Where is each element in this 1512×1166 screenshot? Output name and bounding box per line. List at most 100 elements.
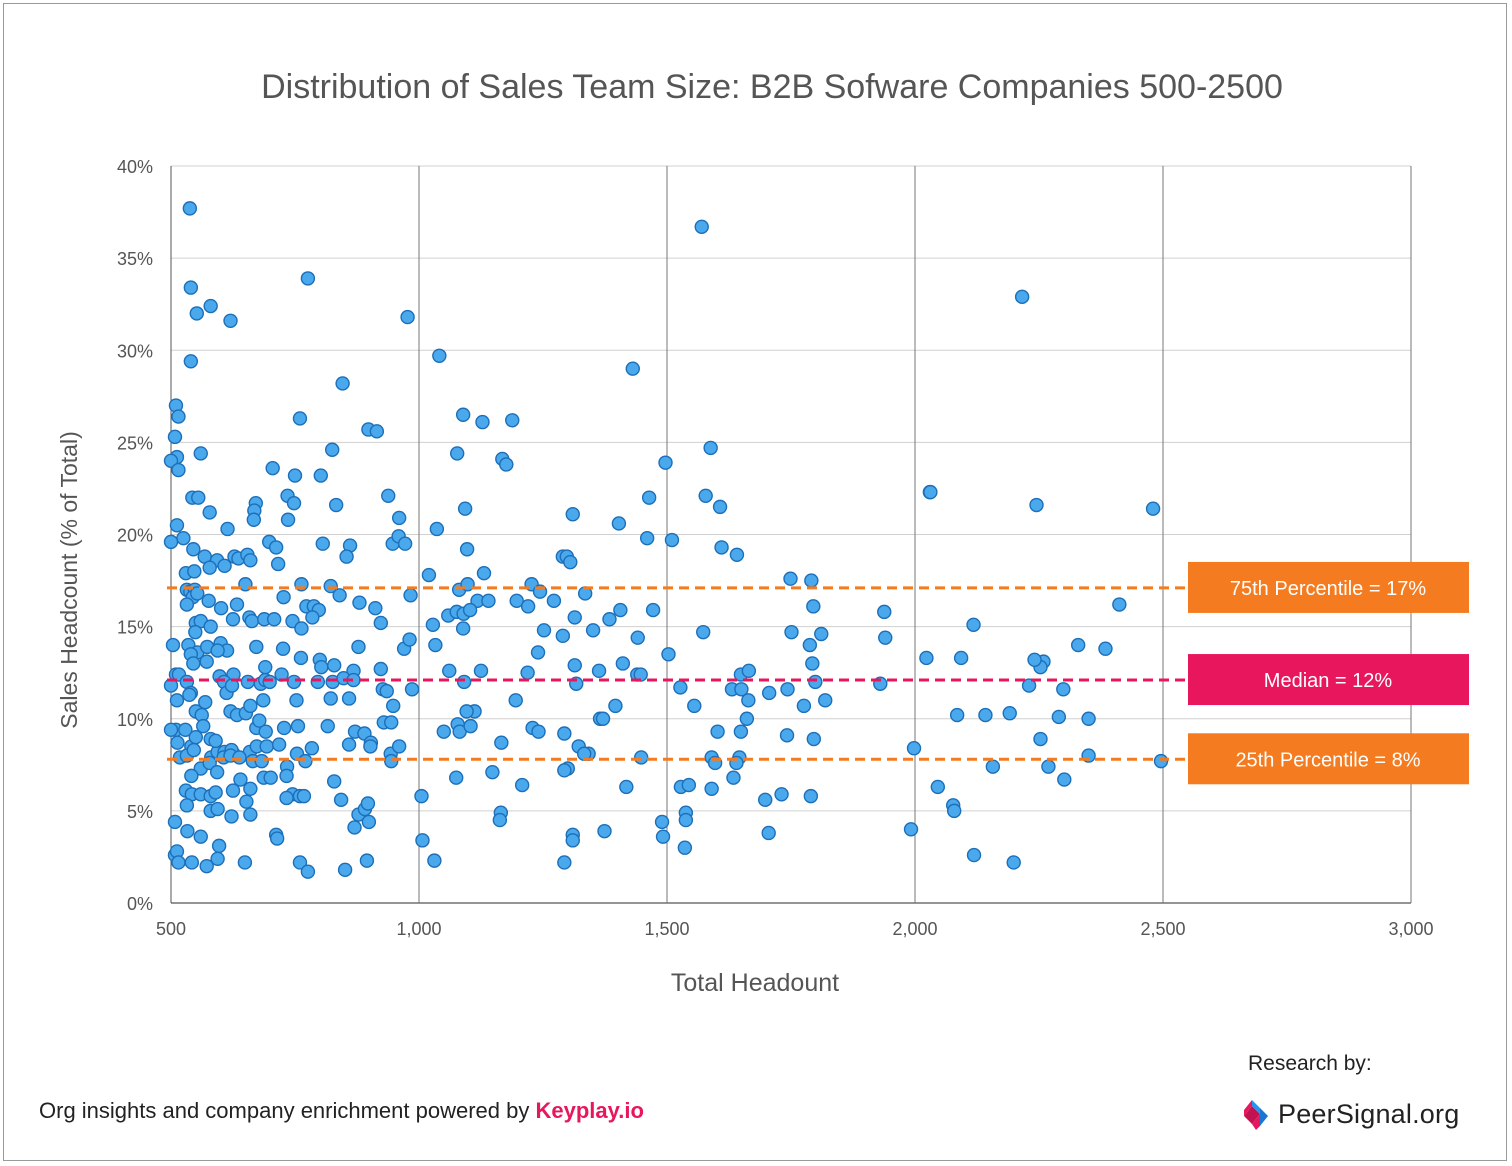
data-point [710, 724, 725, 739]
data-point [254, 753, 269, 769]
data-point [296, 788, 312, 804]
data-point [1033, 731, 1048, 747]
data-point [351, 639, 366, 655]
x-axis-ticks: 500 1,000 1,500 2,000 2,500 3,000 [156, 919, 1434, 939]
data-point [189, 306, 204, 321]
data-point [457, 501, 473, 516]
data-point [1021, 678, 1037, 693]
data-point [275, 641, 291, 656]
data-point [224, 809, 239, 824]
data-point [949, 707, 965, 723]
reference-label-box [1188, 561, 1469, 613]
data-point [352, 595, 367, 610]
data-point [171, 409, 186, 424]
data-point [232, 750, 247, 765]
peersignal-brand: PeerSignal.org [1278, 1098, 1460, 1129]
data-point [180, 823, 195, 839]
data-point [780, 682, 795, 697]
data-point [741, 663, 757, 679]
data-point [508, 693, 523, 708]
data-point [783, 571, 798, 586]
data-point [203, 298, 218, 314]
data-point [808, 674, 823, 690]
data-point [641, 490, 657, 505]
data-point [203, 619, 218, 634]
data-point [698, 488, 713, 504]
data-point [878, 630, 893, 645]
keyplay-link[interactable]: Keyplay.io [535, 1098, 644, 1123]
data-point [499, 457, 514, 472]
data-point [259, 739, 274, 754]
data-point [1051, 709, 1067, 725]
data-point [476, 565, 492, 581]
data-point [341, 737, 357, 752]
data-point [225, 783, 241, 798]
data-point [758, 792, 773, 808]
data-point [289, 693, 304, 708]
data-point [818, 693, 833, 708]
data-point [243, 781, 258, 796]
data-point [276, 720, 292, 736]
data-point [492, 812, 508, 828]
data-point [276, 589, 291, 605]
x-tick-label: 2,500 [1140, 919, 1185, 939]
y-tick-label: 40% [117, 157, 153, 177]
data-point [729, 547, 745, 562]
data-point [265, 460, 280, 476]
data-point [208, 785, 223, 800]
x-tick-label: 500 [156, 919, 186, 939]
data-point [1081, 711, 1096, 726]
y-tick-label: 15% [117, 618, 153, 638]
data-point [191, 490, 206, 505]
data-point [279, 790, 294, 806]
reference-lines: 75th Percentile = 17% Median = 12% 25th Pe… [167, 561, 1469, 785]
data-point [611, 516, 627, 531]
data-point [1112, 597, 1127, 612]
data-point [805, 656, 820, 671]
data-point [473, 663, 489, 679]
data-point [673, 680, 688, 695]
data-point [243, 698, 258, 714]
data-point [239, 794, 254, 809]
data-point [734, 682, 749, 697]
data-point [279, 768, 294, 784]
data-point [485, 764, 500, 780]
data-point [337, 862, 353, 878]
data-point [804, 573, 819, 588]
data-point [796, 698, 812, 714]
data-point [726, 770, 741, 785]
x-tick-label: 1,000 [396, 919, 441, 939]
powered-by-note: Org insights and company enrichment powe… [39, 1098, 644, 1124]
data-point [266, 612, 282, 627]
peersignal-icon [1244, 1100, 1268, 1130]
data-point [182, 687, 197, 702]
data-point [328, 497, 344, 513]
peersignal-logo[interactable]: PeerSignal.org [1240, 1094, 1459, 1134]
data-point [290, 718, 306, 734]
data-point [286, 674, 302, 690]
data-point [360, 796, 376, 811]
data-point [814, 626, 829, 642]
data-point [661, 647, 676, 662]
reference-label: 25th Percentile = 8% [1235, 749, 1420, 771]
data-point [585, 623, 601, 638]
data-point [286, 495, 302, 511]
data-point [966, 617, 981, 632]
data-point [985, 759, 1001, 774]
data-point [1070, 637, 1086, 653]
data-point [243, 807, 258, 822]
data-point [520, 665, 535, 680]
data-point [463, 718, 478, 734]
data-point [536, 623, 552, 638]
data-point [208, 733, 223, 749]
data-point [361, 814, 377, 830]
data-point [169, 518, 185, 533]
data-point [1002, 706, 1017, 721]
data-point [602, 612, 617, 627]
data-point [323, 691, 338, 706]
data-point [163, 722, 179, 738]
data-point [678, 812, 694, 828]
data-point [703, 440, 718, 456]
data-point [459, 542, 475, 557]
data-point [509, 593, 524, 609]
